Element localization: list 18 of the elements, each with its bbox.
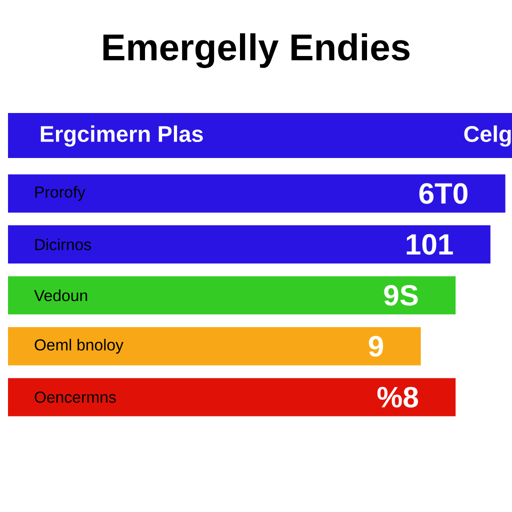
y-tick-label: Vedoun (34, 289, 88, 302)
annotation: %8 (377, 386, 418, 408)
annotation: 9 (368, 336, 384, 357)
bar (8, 276, 456, 314)
y-tick-label: Oencermns (34, 392, 116, 403)
text: Ergcimern Plas (40, 125, 203, 147)
annotation: 6T0 (419, 183, 468, 204)
bar (8, 174, 506, 213)
y-tick-label: Dicirnos (35, 238, 92, 250)
y-tick-label: Prorofy (35, 186, 86, 201)
text: Celg (464, 125, 511, 147)
annotation: 101 (406, 234, 453, 255)
bar (8, 378, 456, 416)
bar (8, 327, 421, 366)
bar (8, 225, 490, 264)
y-tick-label: Oeml bnoloy (34, 338, 124, 354)
annotation: 9S (384, 284, 418, 306)
chart-title: Emergelly Endies (103, 33, 410, 68)
